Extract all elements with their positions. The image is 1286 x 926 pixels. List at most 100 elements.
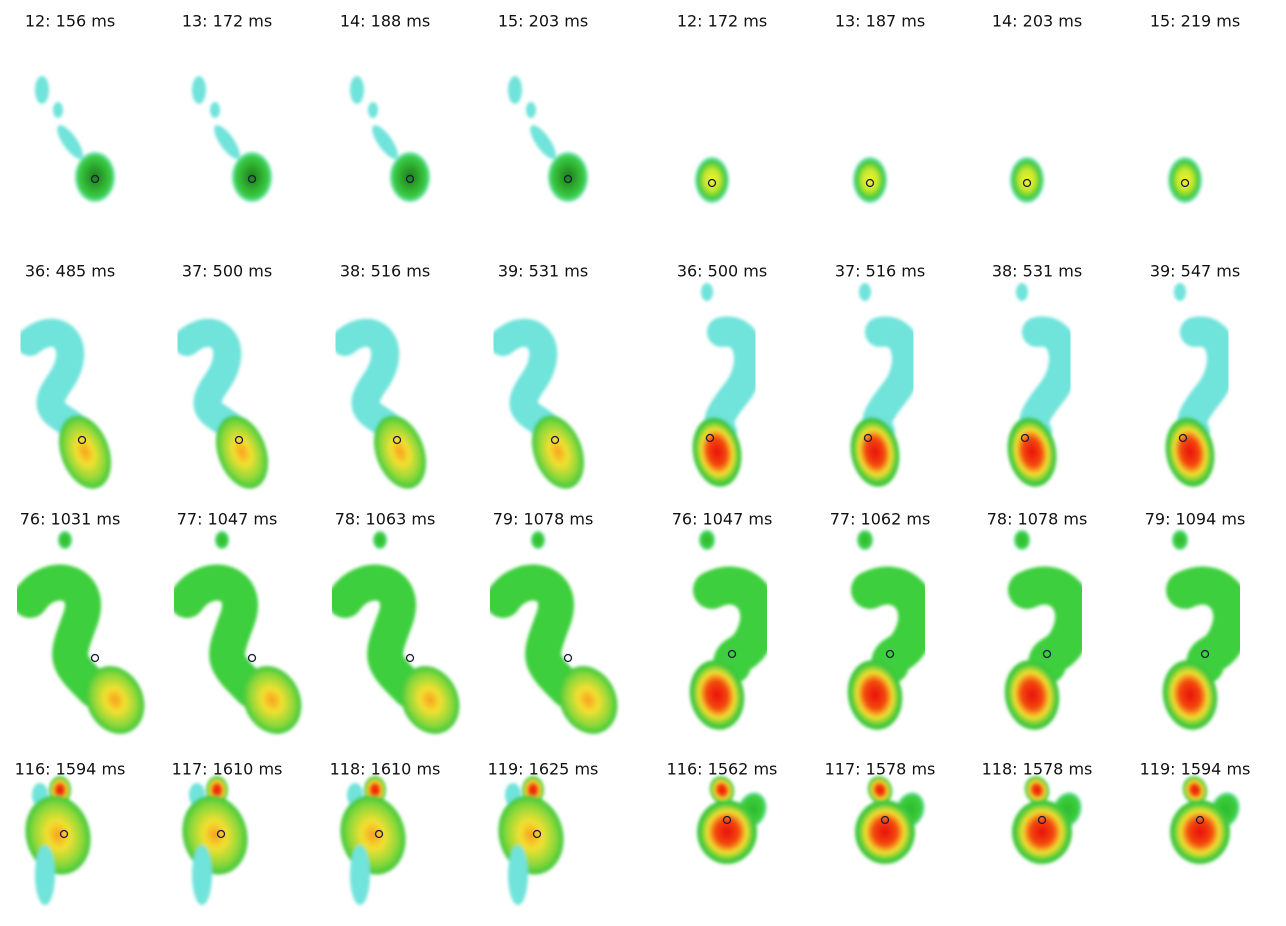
pressure-blob <box>489 318 572 451</box>
pressure-blob <box>58 531 72 549</box>
center-of-pressure <box>247 653 257 663</box>
pressure-blob <box>331 318 414 451</box>
frame-cell: 118: 1578 ms <box>982 760 1093 864</box>
frame-label: 118: 1610 ms <box>330 760 441 779</box>
center-of-pressure <box>59 829 69 839</box>
frame-cell: 39: 547 ms <box>1150 262 1240 487</box>
cells: 12: 156 ms 13: 172 ms 14: 188 ms 15: 203 ms… <box>12 12 1252 905</box>
center-of-pressure <box>885 649 895 659</box>
pressure-blob <box>531 531 545 549</box>
frame-cell: 79: 1094 ms <box>1145 510 1252 730</box>
pressure-blob <box>1008 566 1094 684</box>
frame-cell: 119: 1625 ms <box>488 760 599 905</box>
pressure-blob <box>373 415 427 489</box>
pressure-blob <box>327 564 428 708</box>
frame-cell: 76: 1047 ms <box>672 510 779 730</box>
center-of-pressure <box>77 435 87 445</box>
pressure-blob <box>850 417 900 487</box>
pressure-blob <box>12 564 113 708</box>
pressure-map <box>850 283 922 487</box>
center-of-pressure <box>880 815 890 825</box>
frame-cell: 36: 485 ms <box>16 262 115 489</box>
pressure-blob <box>859 283 871 301</box>
center-of-pressure <box>234 435 244 445</box>
pressure-blob <box>35 76 49 104</box>
pressure-map <box>508 76 588 202</box>
frame-label: 118: 1578 ms <box>982 760 1093 779</box>
pressure-blob <box>1024 776 1050 804</box>
pressure-map <box>689 530 779 730</box>
pressure-map <box>692 283 764 487</box>
pressure-map <box>847 530 937 730</box>
pressure-map <box>16 318 112 489</box>
pressure-blob <box>689 660 745 730</box>
pressure-blob <box>53 102 63 118</box>
pressure-blob <box>215 531 229 549</box>
pressure-blob <box>862 316 922 447</box>
pressure-map <box>25 776 91 905</box>
center-of-pressure <box>405 174 415 184</box>
pressure-blob <box>485 564 586 708</box>
frame-cell: 39: 531 ms <box>489 262 588 489</box>
pressure-blob <box>1182 776 1208 804</box>
pressure-map <box>350 76 430 202</box>
pressure-blob <box>867 776 893 804</box>
frame-label: 36: 485 ms <box>25 262 115 281</box>
frame-label: 13: 187 ms <box>835 12 925 31</box>
frame-cell: 77: 1047 ms <box>169 510 302 734</box>
pressure-blob <box>1162 660 1218 730</box>
pressure-blob <box>1172 530 1188 550</box>
frame-label: 39: 531 ms <box>498 262 588 281</box>
frame-cell: 78: 1078 ms <box>987 510 1094 730</box>
frame-cell: 12: 156 ms <box>25 12 115 202</box>
pressure-blob <box>508 845 528 905</box>
frame-label: 14: 203 ms <box>992 12 1082 31</box>
frame-label: 14: 188 ms <box>340 12 430 31</box>
frame-cell: 116: 1562 ms <box>667 760 778 864</box>
frame-label: 77: 1062 ms <box>830 510 931 529</box>
frame-label: 117: 1610 ms <box>172 760 283 779</box>
pressure-blob <box>1007 417 1057 487</box>
frame-label: 38: 531 ms <box>992 262 1082 281</box>
pressure-blob <box>169 564 270 708</box>
pressure-blob <box>1004 660 1060 730</box>
center-of-pressure <box>405 653 415 663</box>
pressure-blob <box>558 666 618 734</box>
pressure-blob <box>855 800 915 864</box>
center-of-pressure <box>1042 649 1052 659</box>
pressure-blob <box>58 415 112 489</box>
pressure-blob <box>526 102 536 118</box>
frame-cell: 15: 203 ms <box>498 12 588 202</box>
pressure-blob <box>192 845 212 905</box>
pressure-map <box>331 318 427 489</box>
frame-cell: 119: 1594 ms <box>1140 760 1250 864</box>
center-of-pressure <box>1037 815 1047 825</box>
frame-cell: 12: 172 ms <box>677 12 767 203</box>
frame-label: 12: 156 ms <box>25 12 115 31</box>
center-of-pressure <box>247 174 257 184</box>
center-of-pressure <box>1178 433 1188 443</box>
center-of-pressure <box>1200 649 1210 659</box>
frame-label: 38: 516 ms <box>340 262 430 281</box>
pressure-blob <box>57 125 83 159</box>
pressure-blob <box>857 530 873 550</box>
frame-label: 78: 1063 ms <box>335 510 436 529</box>
center-of-pressure <box>374 829 384 839</box>
pressure-blob <box>192 76 206 104</box>
frame-label: 15: 203 ms <box>498 12 588 31</box>
pressure-blob <box>242 666 302 734</box>
pressure-blob <box>400 666 460 734</box>
frame-cell: 79: 1078 ms <box>485 510 618 734</box>
pressure-blob <box>531 415 585 489</box>
pressure-blob <box>530 125 556 159</box>
frame-label: 119: 1625 ms <box>488 760 599 779</box>
pressure-blob <box>704 316 764 447</box>
pressure-map <box>1007 283 1079 487</box>
pressure-blob <box>548 152 588 202</box>
frame-label: 116: 1594 ms <box>15 760 126 779</box>
frame-label: 116: 1562 ms <box>667 760 778 779</box>
frame-cell: 15: 219 ms <box>1150 12 1240 203</box>
center-of-pressure <box>863 433 873 443</box>
center-of-pressure <box>1020 433 1030 443</box>
